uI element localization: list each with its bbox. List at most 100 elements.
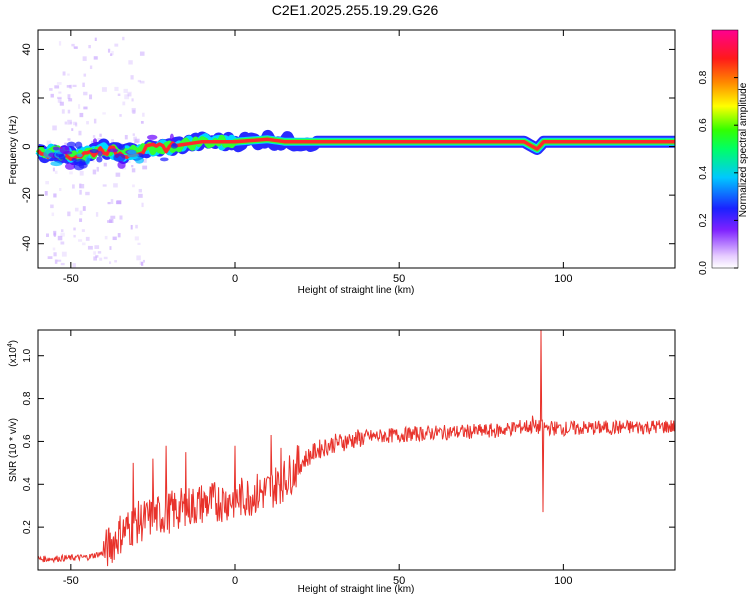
spectrogram-noise-cell [142, 165, 148, 170]
spectrogram-noise-cell [123, 88, 128, 93]
spectrogram-noise-cell [89, 65, 93, 70]
snr-y-label: SNR (10 * v/v) [8, 418, 19, 482]
spectrogram-blob [113, 153, 126, 163]
spectrogram-noise-cell [87, 245, 93, 250]
spectrogram-noise-cell [102, 112, 106, 115]
spectrogram-noise-cell [128, 91, 132, 97]
spectrogram-noise-cell [101, 87, 107, 92]
spectrogram-noise-cell [61, 251, 67, 257]
spectrogram-noise-cell [59, 101, 64, 106]
snr-x-label: Height of straight line (km) [298, 584, 415, 595]
spectrogram-noise-cell [60, 241, 65, 245]
spectrogram-noise-cell [71, 128, 74, 131]
spectrogram-noise-cell [83, 91, 88, 96]
spectrogram-noise-cell [89, 94, 93, 100]
spectrogram-noise-cell [50, 93, 54, 98]
spectrogram-noise-cell [113, 183, 118, 188]
spectrogram-noise-cell [114, 43, 119, 47]
spectrogram-noise-cell [78, 104, 81, 109]
spectrogram-noise-cell [131, 98, 134, 102]
spectrogram-noise-cell [53, 193, 57, 198]
spectrogram-noise-cell [66, 85, 71, 88]
figure-title: C2E1.2025.255.19.29.G26 [272, 2, 439, 18]
spectrogram-noise-cell [95, 255, 99, 258]
spectrogram-noise-cell [69, 121, 73, 124]
spectrogram-blob [92, 138, 98, 144]
spectrogram-noise-cell [71, 43, 75, 47]
snr-scale-label: (x104) [7, 340, 19, 367]
spectrogram-noise-cell [79, 210, 83, 215]
snr-series-line [37, 329, 675, 567]
spectrogram-noise-cell [140, 121, 144, 124]
spectrogram-noise-cell [64, 142, 68, 145]
spectrogram-blob [97, 150, 103, 157]
spectrogram-ridge-band-3 [36, 137, 675, 161]
spectrogram-noise-cell [49, 88, 53, 91]
spectrogram-blob [136, 153, 144, 158]
spectrogram-noise-cell [61, 109, 65, 114]
spectrogram-noise-cell [60, 262, 65, 266]
spectrogram-noise-cell [59, 188, 62, 191]
spectrogram-noise-cell [139, 51, 145, 56]
spectrogram-noise-cell [82, 82, 85, 88]
spectrogram-noise-cell [128, 60, 133, 65]
spectrogram-noise-cell [82, 242, 86, 246]
spectrogram-y-tick-label: 0 [21, 144, 33, 150]
spectrogram-noise-cell [131, 164, 134, 168]
spectrogram-y-tick-label: -40 [21, 236, 33, 252]
spectrogram-noise-cell [99, 257, 103, 261]
spectrogram-noise-cell [68, 98, 73, 102]
spectrogram-noise-cell [117, 233, 121, 238]
spectrogram-noise-cell [141, 202, 144, 208]
colorbar-gradient [711, 29, 739, 269]
spectrogram-noise-cell [67, 109, 71, 114]
colorbar: 0.0 0.2 0.4 0.6 0.8 Normalized spectral ampl… [698, 29, 749, 275]
colorbar-label: Normalized spectral amplitude [738, 82, 749, 217]
spectrogram-noise-cell [93, 256, 97, 261]
spectrogram-noise-cell [44, 191, 48, 196]
spectrogram-x-tick-label: 0 [232, 273, 238, 285]
snr-x-tick-label: -50 [63, 575, 79, 587]
spectrogram-noise-cell [110, 215, 116, 219]
colorbar-tick-label: 0.8 [698, 70, 709, 84]
spectrogram-noise-cell [60, 229, 64, 233]
snr-panel: -50 0 50 100 0.2 0.4 0.6 0.8 1.0 Height of strai… [7, 329, 676, 595]
snr-x-tick-label: 100 [554, 575, 572, 587]
spectrogram-noise-cell [72, 263, 76, 268]
spectrogram-blob [134, 156, 144, 164]
spectrogram-noise-cell [139, 261, 143, 265]
spectrogram-noise-cell [112, 236, 117, 241]
spectrogram-noise-cell [93, 56, 98, 60]
spectrogram-noise-cell [91, 140, 96, 144]
spectrogram-x-tick-label: 50 [393, 273, 405, 285]
spectrogram-noise-cell [73, 46, 78, 49]
spectrogram-noise-cell [64, 121, 67, 125]
spectrogram-noise-cell [92, 135, 96, 138]
spectrogram-noise-cell [142, 112, 145, 117]
spectrogram-noise-cell [82, 206, 86, 211]
spectrogram-noise-cell [56, 82, 62, 85]
snr-scale-exponent: 4 [7, 343, 14, 347]
spectrogram-y-label: Frequency (Hz) [8, 116, 19, 185]
spectrogram-y-tick-label: 40 [21, 43, 33, 55]
spectrogram-noise-cell [117, 93, 121, 97]
spectrogram-blob [118, 143, 126, 151]
spectrogram-blob [66, 141, 76, 148]
spectrogram-noise-cell [114, 86, 119, 91]
spectrogram-noise-cell [78, 239, 83, 242]
snr-y-tick-label: 0.2 [22, 520, 33, 534]
spectrogram-noise-cell [109, 246, 112, 250]
spectrogram-noise-cell [67, 211, 71, 217]
spectrogram-noise-cell [99, 133, 102, 137]
spectrogram-noise-cell [88, 44, 91, 49]
spectrogram-noise-cell [137, 242, 141, 245]
spectrogram-blob [146, 134, 158, 140]
spectrogram-noise-cell [53, 252, 57, 257]
spectrogram-noise-cell [141, 261, 144, 266]
spectrogram-blob [107, 148, 119, 153]
snr-scale-suffix: ) [8, 340, 19, 343]
spectrogram-blob [169, 133, 174, 142]
snr-y-tick-label: 1.0 [22, 348, 33, 362]
spectrogram-noise-cell [52, 167, 55, 172]
spectrogram-noise-cell [134, 236, 139, 241]
